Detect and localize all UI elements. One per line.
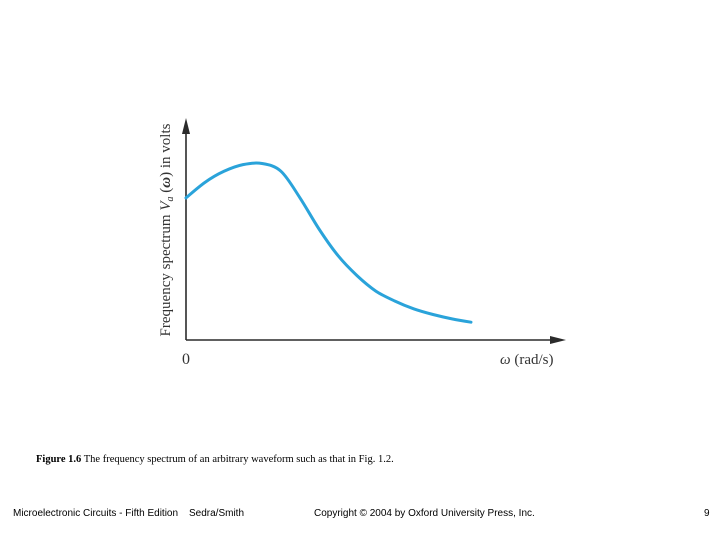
figure-caption: Figure 1.6 The frequency spectrum of an … [36, 454, 636, 465]
origin-label: 0 [182, 351, 190, 368]
y-axis-label-sub: a [165, 196, 176, 201]
y-axis-label-suffix: ) in volts [158, 123, 174, 176]
y-axis-label-var: V [158, 200, 174, 211]
y-axis-label-prefix: Frequency spectrum [158, 211, 174, 337]
spectrum-curve [184, 161, 473, 324]
x-axis-label-unit: (rad/s) [511, 352, 554, 368]
figure-caption-label: Figure 1.6 [36, 454, 82, 465]
footer-authors: Sedra/Smith [189, 508, 245, 519]
x-axis-label-omega: ω [500, 352, 511, 368]
figure-caption-text: The frequency spectrum of an arbitrary w… [81, 454, 394, 465]
x-axis-arrow [550, 336, 566, 344]
footer-page-number: 9 [704, 508, 710, 519]
y-axis-label: Frequency spectrum Va (ω) in volts [158, 123, 176, 336]
chart-axes [182, 118, 566, 344]
x-axis-label: ω (rad/s) [500, 352, 554, 368]
y-axis-arrow [182, 118, 190, 134]
y-axis-label-omega: ω [158, 177, 174, 188]
footer-copyright: Copyright © 2004 by Oxford University Pr… [314, 508, 535, 519]
footer-book-title: Microelectronic Circuits - Fifth Edition [13, 508, 179, 519]
y-axis-label-middle: ( [158, 188, 174, 197]
